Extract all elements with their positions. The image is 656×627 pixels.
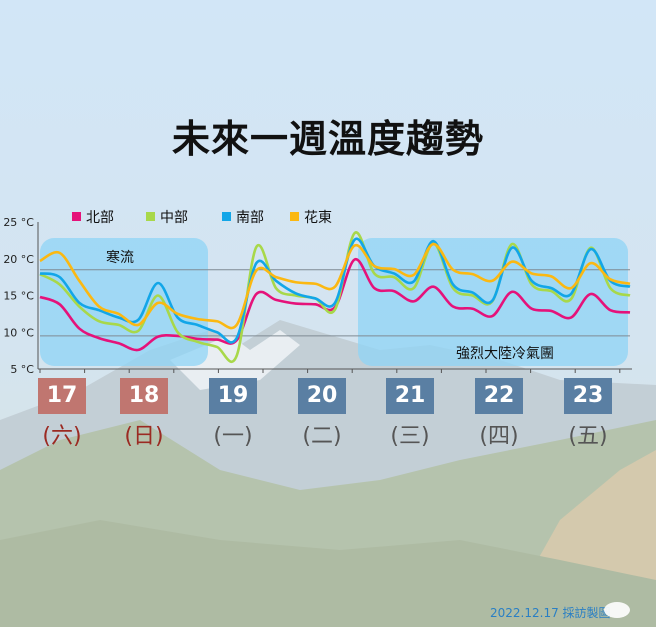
logo-icon <box>604 602 630 618</box>
legend-label: 花東 <box>304 210 332 226</box>
series-line-3 <box>39 242 631 330</box>
page-title: 未來一週溫度趨勢 <box>171 117 484 161</box>
series-line-2 <box>39 237 631 344</box>
day-date-box: 19 <box>209 378 257 414</box>
legend-swatch <box>146 212 155 221</box>
day-date-box: 17 <box>38 378 86 414</box>
day-weekday-label: (六) <box>42 424 82 449</box>
credit-text: 2022.12.17 採訪製圖 <box>490 606 611 620</box>
legend-label: 北部 <box>86 210 114 226</box>
day-weekday-label: (三) <box>390 424 430 449</box>
y-tick-label: 15 °C <box>3 290 34 303</box>
day-date-box: 18 <box>120 378 168 414</box>
day-weekday-label: (日) <box>124 424 164 449</box>
legend-swatch <box>72 212 81 221</box>
legend-swatch <box>222 212 231 221</box>
y-tick-label: 25 °C <box>3 216 34 229</box>
day-date-box: 20 <box>298 378 346 414</box>
day-weekday-label: (一) <box>213 424 253 449</box>
legend-swatch <box>290 212 299 221</box>
y-tick-label: 5 °C <box>10 363 34 376</box>
day-weekday-label: (五) <box>568 424 608 449</box>
legend-label: 中部 <box>160 210 188 226</box>
day-date-box: 21 <box>386 378 434 414</box>
y-tick-label: 20 °C <box>3 253 34 266</box>
annotation-label: 寒流 <box>106 249 134 266</box>
day-weekday-label: (四) <box>479 424 519 449</box>
legend-label: 南部 <box>236 210 264 226</box>
series-line-1 <box>39 231 631 364</box>
y-tick-label: 10 °C <box>3 326 34 339</box>
day-date-box: 22 <box>475 378 523 414</box>
day-weekday-label: (二) <box>302 424 342 449</box>
day-date-box: 23 <box>564 378 612 414</box>
annotation-label: 強烈大陸冷氣團 <box>456 346 554 362</box>
